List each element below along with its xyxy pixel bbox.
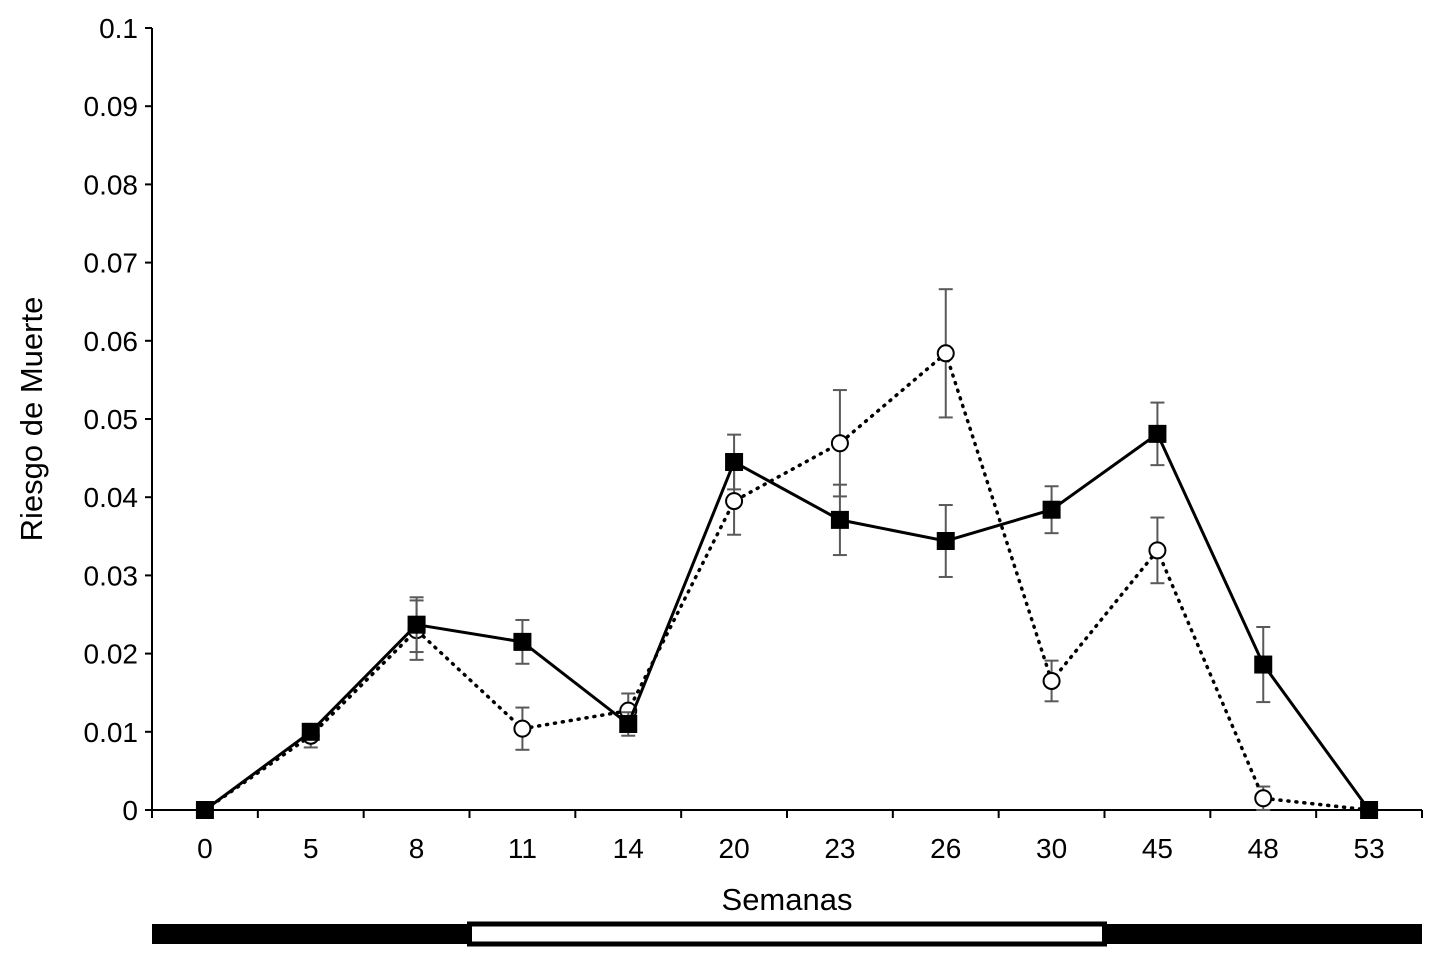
x-tick-label: 48 [1248,833,1279,864]
x-tick-label: 20 [719,833,750,864]
x-tick-label: 26 [930,833,961,864]
data-point-circle [513,719,532,738]
x-axis: 0 5 8 11 14 20 23 26 30 45 48 53 [151,809,1423,864]
x-tick-label: 11 [508,833,537,864]
x-tick-label: 23 [824,833,855,864]
y-axis-title: Riesgo de Muerte [14,297,49,542]
period-segment [467,921,1107,947]
data-point-circle [1254,789,1273,808]
x-tick-label: 30 [1036,833,1067,864]
data-point-square [1148,424,1167,443]
data-point-square [195,801,214,819]
data-point-circle [1042,671,1061,690]
data-point-square [1042,500,1061,519]
data-point-circle [1148,541,1167,560]
y-tick-label: 0 [122,795,138,826]
data-point-square [1360,801,1379,819]
x-tick-label: 5 [303,833,319,864]
period-segment [152,924,470,944]
y-tick-label: 0.05 [84,404,139,435]
series-layer [195,288,1379,819]
x-tick-label: 14 [613,833,644,864]
period-bar [152,921,1422,947]
y-tick-label: 0.02 [84,639,139,670]
series-line [203,350,1371,812]
x-tick-label: 8 [409,833,425,864]
x-tick-label: 53 [1354,833,1385,864]
y-tick-label: 0.06 [84,326,139,357]
y-tick-label: 0.09 [84,91,139,122]
data-point-square [1254,655,1273,674]
y-tick-label: 0.07 [84,248,139,279]
y-tick-label: 0.1 [99,13,138,44]
x-tick-label: 0 [197,833,213,864]
y-tick-label: 0.08 [84,169,139,200]
data-point-square [407,615,426,634]
data-point-square [725,453,744,472]
x-axis-title: Semanas [722,882,853,917]
y-tick-label: 0.04 [84,482,139,513]
data-point-square [301,722,320,741]
data-point-square [830,510,849,529]
data-point-square [619,714,638,733]
series-line [204,431,1371,812]
y-tick-label: 0.01 [84,717,139,748]
data-point-circle [725,492,744,511]
data-point-circle [936,344,955,363]
data-point-square [513,632,532,651]
y-tick-label: 0.03 [84,560,139,591]
y-axis: 0 0.01 0.02 0.03 0.04 0.05 0.06 0.07 0.08 0.09 0.1 [84,13,153,826]
x-tick-label: 45 [1142,833,1173,864]
series-solid-squares [195,401,1379,819]
series-dotted-circles [195,288,1379,819]
period-segment [1104,924,1422,944]
data-point-square [936,531,955,550]
data-point-circle [830,434,849,453]
